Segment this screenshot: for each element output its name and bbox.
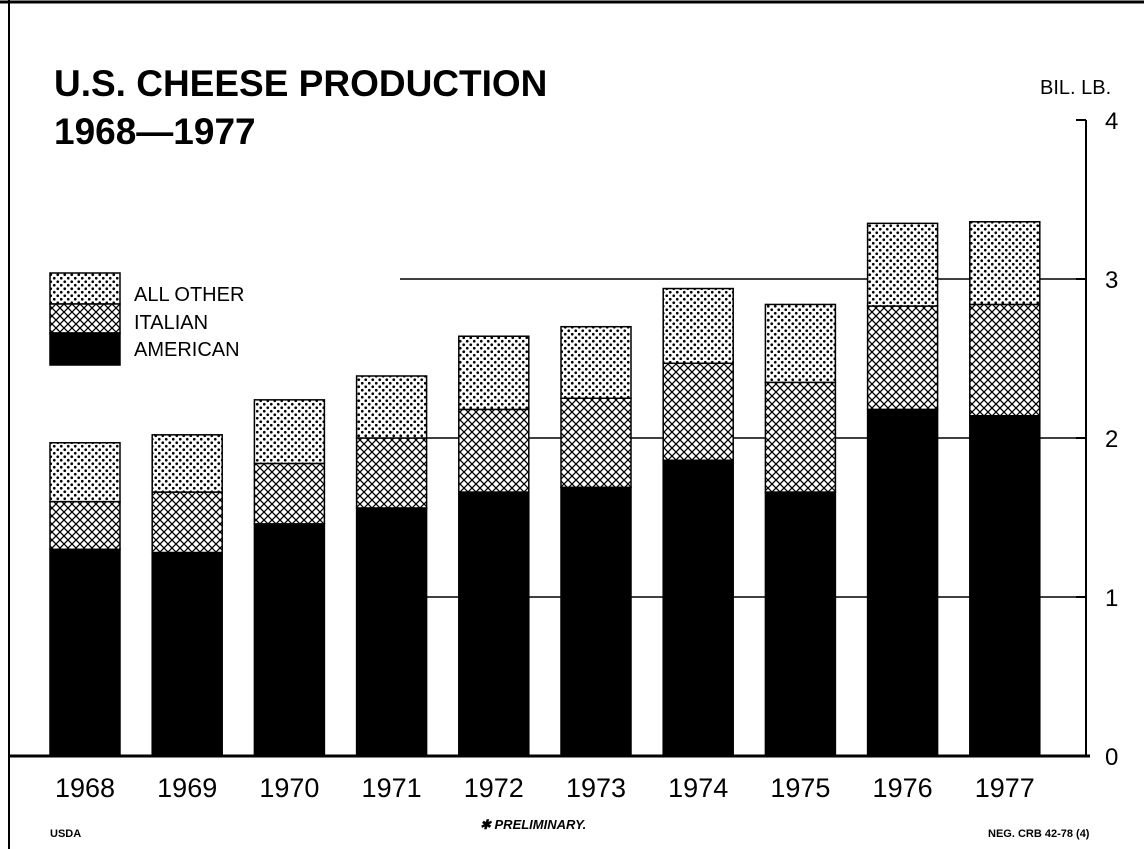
- x-tick-label: 1977: [975, 773, 1035, 803]
- x-tick-label: 1970: [259, 773, 319, 803]
- y-tick-label: 1: [1105, 585, 1118, 612]
- bar-all-other-1976: [866, 222, 939, 307]
- footnote: ✱ PRELIMINARY.: [480, 817, 586, 832]
- source-note: USDA: [50, 828, 81, 840]
- bar-all-other-1972: [458, 335, 530, 411]
- bar-italian-1970: [253, 462, 326, 525]
- bar-all-other-1973: [560, 325, 632, 400]
- y-tick-label: 4: [1105, 108, 1118, 135]
- x-axis-labels: 1968 1969 1970 1971 1972 1973 1974 1975 1976 1977: [55, 773, 1035, 803]
- x-tick-label: 1973: [566, 773, 626, 803]
- x-tick-label: 1968: [55, 773, 115, 803]
- legend-swatch-italian: [49, 303, 121, 334]
- chart-title: U.S. CHEESE PRODUCTION: [54, 63, 547, 104]
- bar-italian-1977: [969, 303, 1041, 417]
- y-axis-unit-label: BIL. LB.: [1040, 77, 1111, 99]
- bar-american-1975: [764, 491, 837, 757]
- y-tick-label: 0: [1105, 744, 1118, 771]
- reference-number: NEG. CRB 42-78 (4): [988, 828, 1090, 840]
- x-tick-label: 1971: [362, 773, 422, 803]
- legend-swatch-american: [49, 332, 121, 366]
- bar-all-other-1971: [355, 375, 428, 439]
- bar-italian-1968: [49, 500, 121, 551]
- y-tick-label: 2: [1105, 426, 1118, 453]
- x-tick-label: 1972: [464, 773, 524, 803]
- bar-all-other-1975: [764, 303, 837, 384]
- bar-american-1968: [49, 548, 121, 757]
- x-tick-label: 1969: [157, 773, 217, 803]
- bar-italian-1976: [866, 305, 939, 411]
- bar-american-1972: [458, 491, 530, 757]
- bar-italian-1971: [355, 437, 428, 509]
- bar-italian-1974: [662, 362, 734, 462]
- bar-american-1971: [355, 507, 428, 757]
- bar-american-1976: [866, 408, 939, 757]
- y-tick-label: 3: [1105, 267, 1118, 294]
- bar-all-other-1974: [662, 287, 734, 365]
- y-axis: 0 1 2 3 4: [9, 108, 1118, 771]
- bar-american-1973: [560, 486, 632, 757]
- legend: ALL OTHER ITALIAN AMERICAN: [49, 272, 244, 366]
- legend-swatch-all-other: [49, 272, 121, 305]
- bar-italian-1972: [458, 408, 530, 493]
- bar-american-1974: [662, 459, 734, 757]
- chart-subtitle: 1968—1977: [54, 111, 256, 152]
- legend-label-american: AMERICAN: [134, 339, 240, 361]
- bar-american-1970: [253, 523, 326, 757]
- bar-american-1977: [969, 414, 1041, 757]
- bar-all-other-1977: [969, 221, 1041, 306]
- bar-american-1969: [151, 551, 223, 757]
- x-tick-label: 1975: [770, 773, 830, 803]
- bar-italian-1975: [764, 381, 837, 493]
- x-tick-label: 1974: [668, 773, 728, 803]
- legend-label-italian: ITALIAN: [134, 312, 208, 334]
- bar-italian-1969: [151, 491, 223, 554]
- bar-italian-1973: [560, 397, 632, 489]
- bars: [49, 221, 1041, 757]
- x-tick-label: 1976: [873, 773, 933, 803]
- bar-all-other-1969: [151, 434, 223, 493]
- bar-all-other-1968: [49, 442, 121, 503]
- bar-all-other-1970: [253, 399, 326, 465]
- legend-label-all-other: ALL OTHER: [134, 284, 244, 306]
